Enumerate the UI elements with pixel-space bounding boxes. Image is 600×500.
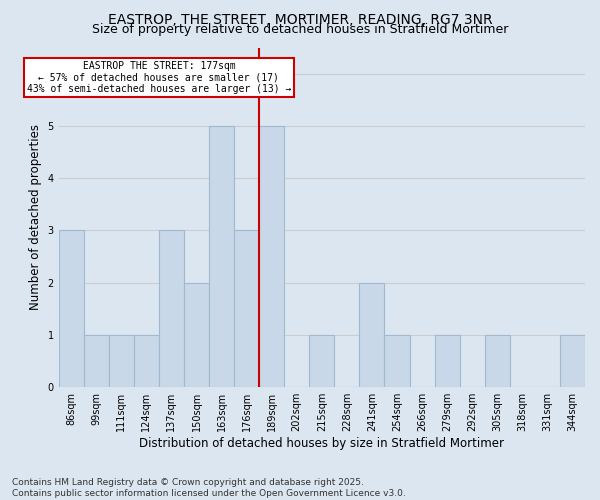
Y-axis label: Number of detached properties: Number of detached properties — [29, 124, 42, 310]
Bar — [234, 230, 259, 387]
Text: Size of property relative to detached houses in Stratfield Mortimer: Size of property relative to detached ho… — [92, 22, 508, 36]
Bar — [434, 335, 460, 387]
Bar — [259, 126, 284, 387]
Bar — [485, 335, 510, 387]
Bar — [309, 335, 334, 387]
Text: EASTROP, THE STREET, MORTIMER, READING, RG7 3NR: EASTROP, THE STREET, MORTIMER, READING, … — [107, 12, 493, 26]
Bar — [560, 335, 585, 387]
Bar — [359, 282, 385, 387]
Bar — [385, 335, 410, 387]
Text: Contains HM Land Registry data © Crown copyright and database right 2025.
Contai: Contains HM Land Registry data © Crown c… — [12, 478, 406, 498]
Bar — [209, 126, 234, 387]
Bar — [134, 335, 159, 387]
Bar — [59, 230, 83, 387]
Bar — [109, 335, 134, 387]
Bar — [159, 230, 184, 387]
Bar — [184, 282, 209, 387]
Bar — [83, 335, 109, 387]
X-axis label: Distribution of detached houses by size in Stratfield Mortimer: Distribution of detached houses by size … — [139, 437, 505, 450]
Text: EASTROP THE STREET: 177sqm
← 57% of detached houses are smaller (17)
43% of semi: EASTROP THE STREET: 177sqm ← 57% of deta… — [26, 60, 291, 94]
